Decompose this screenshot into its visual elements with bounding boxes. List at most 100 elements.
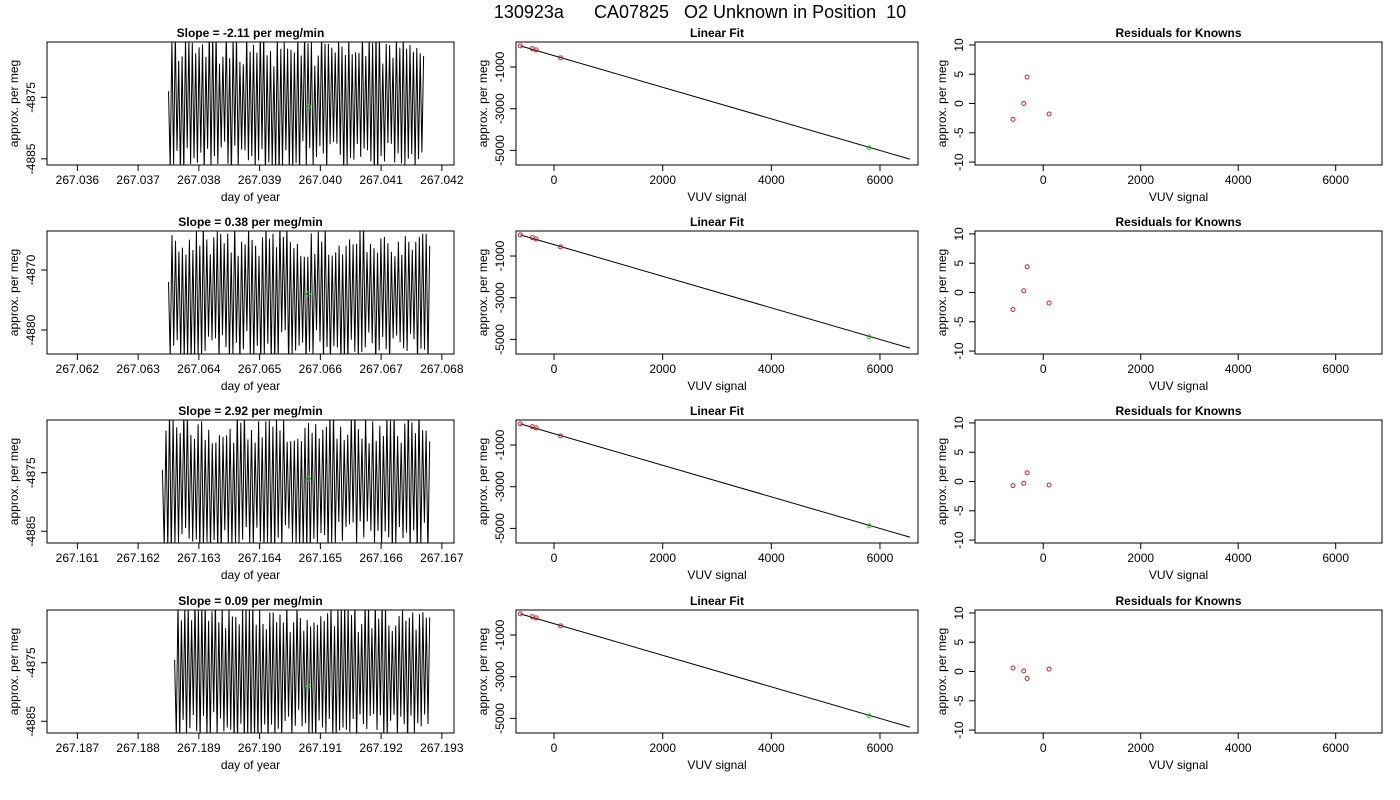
x-axis-label: day of year [221, 758, 280, 772]
x-tick-label: 6000 [1322, 362, 1349, 376]
y-tick-label: 0 [952, 478, 966, 485]
y-tick-label: -5 [952, 127, 966, 138]
x-tick-label: 267.063 [116, 362, 160, 376]
y-axis-label: approx. per meg [935, 628, 949, 715]
y-tick-label: -10 [952, 721, 966, 739]
x-axis-label: VUV signal [687, 568, 746, 582]
plot-frame [974, 419, 1383, 544]
x-tick-label: 2000 [649, 551, 676, 565]
x-tick-label: 267.064 [177, 362, 221, 376]
x-tick-label: 267.192 [359, 741, 403, 755]
x-tick-label: 6000 [1322, 551, 1349, 565]
y-tick-label: 5 [952, 71, 966, 78]
known-point [517, 232, 523, 238]
y-axis-label: approx. per meg [7, 60, 21, 147]
known-point [558, 244, 564, 250]
y-tick-label: -4875 [24, 457, 38, 488]
unknown-point [305, 291, 311, 297]
x-tick-label: 0 [551, 741, 558, 755]
x-tick-label: 0 [551, 362, 558, 376]
panel-title: Residuals for Knowns [1115, 215, 1241, 229]
y-tick-label: -5000 [493, 513, 507, 544]
x-tick-label: 4000 [758, 173, 785, 187]
plot-frame [46, 419, 455, 544]
y-tick-label: -1000 [493, 619, 507, 650]
title-description: O2 Unknown in Position 10 [684, 2, 907, 22]
unknown-point [305, 476, 311, 482]
panel-title: Residuals for Knowns [1115, 404, 1241, 418]
plot-frame [974, 230, 1383, 355]
x-tick-label: 267.066 [299, 362, 343, 376]
x-tick-label: 2000 [1127, 362, 1154, 376]
x-tick-label: 4000 [1225, 362, 1252, 376]
series-line [168, 231, 431, 354]
y-axis-label: approx. per meg [7, 249, 21, 336]
x-tick-label: 267.191 [299, 741, 343, 755]
plot-area [1010, 74, 1052, 122]
known-point [517, 421, 523, 427]
panel-r2-c1: Slope = 0.38 per meg/min 267.062 267.063 26… [7, 215, 464, 393]
residual-point [1024, 470, 1030, 476]
x-axis-label: VUV signal [1149, 190, 1208, 204]
x-tick-label: 0 [1040, 741, 1047, 755]
y-tick-label: -3000 [493, 471, 507, 502]
panel-r4-c2: Linear Fit 0 2000 4000 6000 -5000 -3000 -1000 VU… [476, 594, 919, 772]
x-tick-label: 267.188 [116, 741, 160, 755]
x-tick-label: 4000 [1225, 741, 1252, 755]
panel-title: Linear Fit [690, 594, 744, 608]
panel-title: Slope = 0.09 per meg/min [178, 594, 322, 608]
panel-r3-c3: Residuals for Knowns 0 2000 4000 6000 -10 -5 0 5… [935, 404, 1383, 582]
residual-point [1024, 676, 1030, 682]
y-tick-label: -4870 [24, 254, 38, 285]
panel-r1-c1: Slope = -2.11 per meg/min 267.036 267.037 2… [7, 26, 464, 204]
panel-r2-c2: Linear Fit 0 2000 4000 6000 -5000 -3000 -1000 VU… [476, 215, 919, 393]
residual-point [1024, 264, 1030, 270]
y-tick-label: -3000 [493, 661, 507, 692]
residual-point [1024, 74, 1030, 80]
y-tick-label: -1000 [493, 51, 507, 82]
x-tick-label: 6000 [867, 551, 894, 565]
plot-frame [515, 419, 919, 544]
x-tick-label: 267.162 [116, 551, 160, 565]
x-axis-label: VUV signal [1149, 379, 1208, 393]
panel-title: Residuals for Knowns [1115, 594, 1241, 608]
x-tick-label: 2000 [649, 173, 676, 187]
fit-line [520, 613, 910, 728]
x-axis-label: VUV signal [687, 190, 746, 204]
plot-frame [974, 609, 1383, 734]
x-tick-label: 267.167 [420, 551, 464, 565]
known-point [533, 425, 539, 431]
panel-r3-c2: Linear Fit 0 2000 4000 6000 -5000 -3000 -1000 VU… [476, 404, 919, 582]
y-axis-label: approx. per meg [476, 438, 490, 525]
plot-frame [515, 609, 919, 734]
x-tick-label: 267.193 [420, 741, 464, 755]
y-tick-label: -5000 [493, 703, 507, 734]
x-tick-label: 267.189 [177, 741, 221, 755]
residual-point [1046, 666, 1052, 672]
x-tick-label: 267.068 [420, 362, 464, 376]
known-point [517, 611, 523, 617]
panel-title: Linear Fit [690, 26, 744, 40]
x-tick-label: 6000 [1322, 741, 1349, 755]
known-point [533, 47, 539, 53]
panel-title: Linear Fit [690, 215, 744, 229]
y-tick-label: 5 [952, 639, 966, 646]
y-tick-label: 0 [952, 289, 966, 296]
x-tick-label: 0 [551, 551, 558, 565]
y-axis-label: approx. per meg [476, 628, 490, 715]
x-tick-label: 267.065 [238, 362, 282, 376]
y-tick-label: -3000 [493, 93, 507, 124]
y-tick-label: -5 [952, 695, 966, 706]
x-axis-label: VUV signal [687, 758, 746, 772]
x-tick-label: 6000 [867, 362, 894, 376]
unknown-point [866, 145, 872, 151]
y-axis-label: approx. per meg [935, 249, 949, 336]
y-tick-label: 10 [952, 606, 966, 620]
x-tick-label: 267.039 [238, 173, 282, 187]
plot-frame [974, 41, 1383, 166]
plot-area [168, 231, 431, 354]
y-axis-label: approx. per meg [7, 438, 21, 525]
x-tick-label: 267.161 [56, 551, 100, 565]
x-axis-label: VUV signal [687, 379, 746, 393]
